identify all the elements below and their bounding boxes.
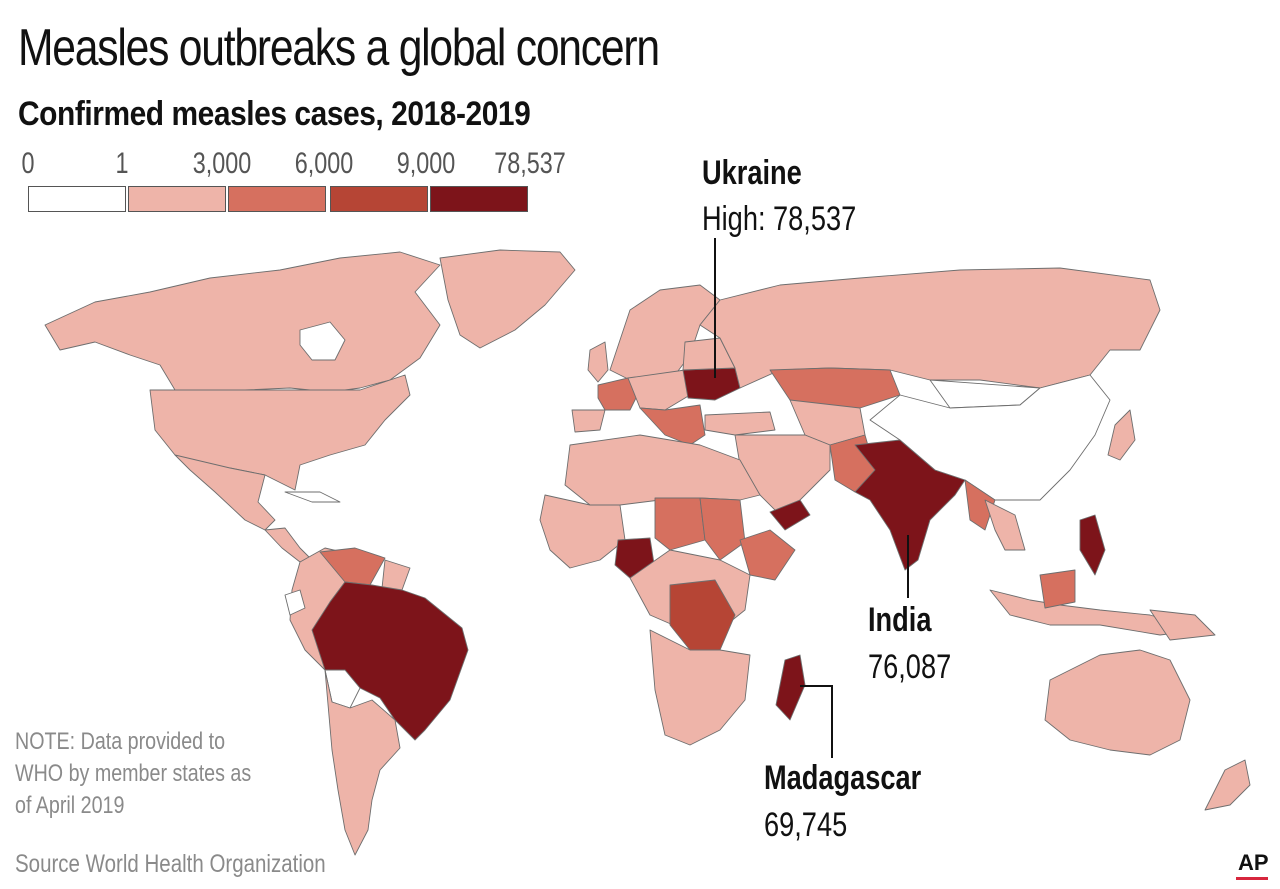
region-guyana-suriname	[381, 559, 411, 591]
map-title: Measles outbreaks a global concern	[18, 19, 660, 77]
region-australia	[1044, 649, 1191, 756]
region-middle-east	[734, 434, 831, 516]
region-central-europe	[627, 369, 691, 411]
region-chile-argentina	[324, 669, 401, 856]
region-north-africa	[564, 434, 761, 506]
data-note: NOTE: Data provided to WHO by member sta…	[15, 728, 252, 819]
region-ukraine	[682, 367, 741, 401]
region-iberia	[571, 409, 606, 433]
region-venezuela	[319, 547, 386, 586]
region-thailand-cambodia	[984, 499, 1026, 551]
region-central-america	[264, 527, 313, 563]
region-ecuador	[284, 589, 306, 616]
region-turkey	[704, 411, 776, 436]
region-sudan	[699, 497, 746, 561]
region-kazakhstan	[769, 367, 901, 411]
region-papua	[1149, 609, 1216, 641]
region-japan	[1107, 409, 1136, 461]
region-southern-africa	[649, 629, 751, 746]
callout-ukraine-name: Ukraine	[702, 154, 802, 192]
region-greenland	[439, 249, 576, 349]
legend-swatch-low	[128, 186, 226, 212]
legend-tick-3000: 3,000	[192, 147, 252, 180]
world-map	[44, 238, 1251, 856]
region-new-zealand	[1204, 759, 1251, 811]
legend-swatch-medium	[228, 186, 326, 212]
legend-tick-9000: 9,000	[396, 147, 456, 180]
callout-madagascar-value: 69,745	[764, 806, 848, 844]
ap-logo-underline	[1236, 877, 1268, 880]
legend-tick-6000: 6,000	[294, 147, 354, 180]
region-cuba	[284, 491, 341, 503]
region-usa	[149, 374, 411, 491]
region-russia	[699, 267, 1161, 389]
legend-swatch-highest	[430, 186, 528, 212]
region-borneo	[1039, 569, 1076, 609]
legend-tick-1: 1	[115, 147, 129, 180]
region-ethiopia-somalia	[739, 529, 796, 581]
callout-ukraine-value: High: 78,537	[702, 200, 857, 238]
map-subtitle: Confirmed measles cases, 2018-2019	[18, 95, 531, 133]
region-china	[869, 374, 1111, 501]
source-credit: Source World Health Organization	[15, 850, 326, 878]
legend: 0 1 3,000 6,000 9,000 78,537	[21, 147, 566, 217]
region-madagascar	[775, 654, 806, 721]
callout-madagascar-name: Madagascar	[764, 759, 922, 797]
region-yemen	[769, 499, 811, 531]
region-west-africa	[539, 494, 626, 569]
legend-tick-0: 0	[21, 147, 35, 180]
region-chad-niger	[654, 497, 706, 551]
ap-logo: AP	[1238, 850, 1269, 875]
region-myanmar	[964, 479, 996, 531]
region-alaska-canada	[44, 251, 441, 393]
callout-india-name: India	[868, 601, 932, 639]
region-hudson-bay	[299, 321, 346, 361]
callout-india-value: 76,087	[868, 648, 952, 686]
legend-tick-max: 78,537	[494, 147, 566, 180]
region-philippines	[1079, 514, 1106, 576]
leader-line-madagascar	[800, 685, 833, 758]
region-uk	[587, 341, 609, 383]
region-italy-balkans	[639, 404, 706, 446]
region-brazil	[311, 581, 469, 741]
region-mexico	[174, 454, 276, 531]
legend-swatch-high	[330, 186, 428, 212]
legend-swatch-zero	[28, 186, 126, 212]
